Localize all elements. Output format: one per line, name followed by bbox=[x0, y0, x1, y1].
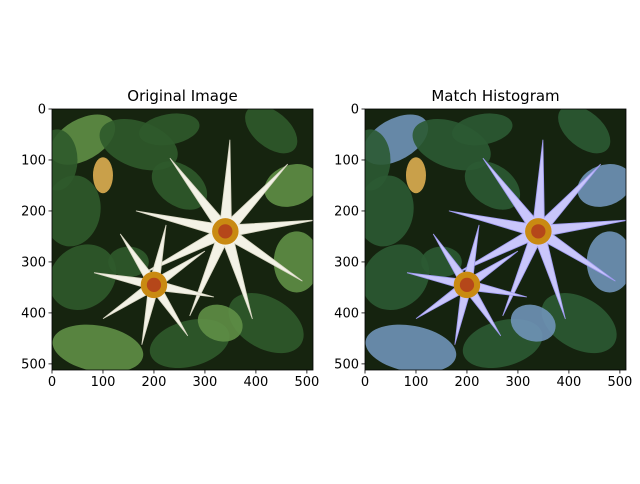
x-tick-label: 100 bbox=[404, 375, 429, 390]
y-tick-label: 500 bbox=[334, 357, 359, 372]
x-tick-label: 400 bbox=[556, 375, 581, 390]
y-tick-label: 300 bbox=[334, 255, 359, 270]
x-tick-label: 0 bbox=[361, 375, 369, 390]
y-tick-label: 0 bbox=[351, 103, 359, 118]
y-tick-label: 200 bbox=[334, 204, 359, 219]
chart-title: Match Histogram bbox=[431, 87, 559, 105]
x-tick-label: 500 bbox=[607, 375, 632, 390]
flower-core bbox=[531, 224, 545, 238]
image-lavender-flowers bbox=[349, 96, 638, 379]
x-tick-label: 200 bbox=[455, 375, 480, 390]
y-tick-label: 100 bbox=[334, 153, 359, 168]
x-tick-label: 300 bbox=[506, 375, 531, 390]
flower-core bbox=[460, 278, 474, 292]
y-tick-label: 400 bbox=[334, 306, 359, 321]
flower-bud bbox=[406, 157, 426, 193]
